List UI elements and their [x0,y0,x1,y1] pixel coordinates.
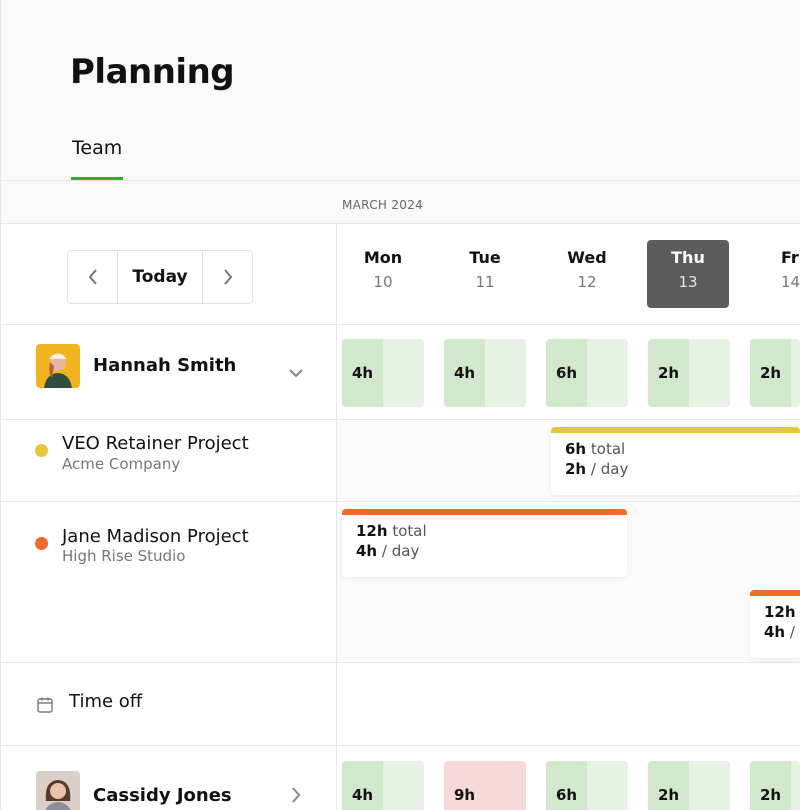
avatar-cassidy-jones [36,771,80,810]
day-header-fri[interactable]: Fri 14 [750,240,800,308]
chevron-down-icon[interactable] [288,364,304,383]
today-button[interactable]: Today [132,267,188,287]
allocation-total: 12h [764,603,796,621]
project-name[interactable]: Jane Madison Project [62,526,249,547]
day-name: Thu [671,248,705,267]
day-date: 10 [373,273,393,291]
day-header-wed[interactable]: Wed 12 [546,240,628,308]
hours-value: 6h [546,761,587,810]
project-allocation-bar[interactable]: 12h to 4h / [750,590,800,658]
hours-cell[interactable]: 4h [444,339,526,407]
row-divider [0,501,800,502]
month-row: MARCH 2024 [0,181,800,224]
row-divider [0,745,800,746]
chevron-right-icon[interactable] [290,786,302,808]
allocation-per-day: 4h [764,623,786,641]
allocation-per-day: 4h [356,542,378,560]
hours-value: 2h [750,761,791,810]
hours-cell[interactable]: 2h [648,761,730,810]
hours-cell[interactable]: 4h [342,761,424,810]
hours-value: 2h [648,761,689,810]
day-name: Tue [469,248,501,267]
project-color-dot [35,537,48,550]
calendar-icon [37,697,53,713]
allocation-total-suffix: total [392,522,427,540]
chevron-right-icon [223,269,232,285]
row-divider [0,324,800,325]
hours-value: 2h [648,339,689,407]
hours-cell[interactable]: 2h [750,339,800,407]
hours-cell[interactable]: 6h [546,761,628,810]
day-date: 14 [781,273,800,291]
day-date: 11 [475,273,495,291]
day-header-thu-today[interactable]: Thu 13 [647,240,729,308]
project-client: High Rise Studio [62,547,186,565]
person-name[interactable]: Cassidy Jones [93,785,232,806]
time-off-label[interactable]: Time off [69,691,143,712]
prev-week-button[interactable] [68,251,118,303]
project-allocation-bar[interactable]: 12h total 4h / day [342,509,627,577]
hours-cell-overbooked[interactable]: 9h [444,761,526,810]
avatar-hannah-smith [36,344,80,388]
hours-value: 4h [342,761,383,810]
day-name: Mon [363,248,403,267]
column-divider [336,224,337,810]
person-name[interactable]: Hannah Smith [93,355,237,376]
day-header-tue[interactable]: Tue 11 [444,240,526,308]
left-border [0,181,1,810]
row-divider [0,662,800,663]
hours-value: 4h [342,339,383,407]
project-name[interactable]: VEO Retainer Project [62,433,249,454]
day-name: Wed [567,248,607,267]
day-header-mon[interactable]: Mon 10 [342,240,424,308]
day-name: Fri [781,248,800,267]
next-week-button[interactable] [202,251,252,303]
hours-cell[interactable]: 4h [342,339,424,407]
page-title: Planning [70,52,235,92]
tab-team[interactable]: Team [72,137,123,159]
project-client: Acme Company [62,455,181,473]
bar-color-strip [342,509,627,515]
day-date: 13 [678,273,698,291]
hours-cell[interactable]: 2h [750,761,800,810]
page-header: Planning Team [0,0,800,181]
row-divider [0,419,800,420]
allocation-total: 6h [565,440,587,458]
month-label: MARCH 2024 [342,198,424,212]
bar-color-strip [551,427,800,433]
hours-value: 6h [546,339,587,407]
bar-color-strip [750,590,800,596]
hours-cell[interactable]: 2h [648,339,730,407]
project-allocation-bar[interactable]: 6h total 2h / day [551,427,800,495]
project-color-dot [35,444,48,457]
allocation-per-day-suffix: / [789,623,795,641]
allocation-per-day-suffix: / day [381,542,420,560]
chevron-left-icon [88,269,97,285]
allocation-per-day-suffix: / day [590,460,629,478]
allocation-per-day: 2h [565,460,587,478]
hours-value: 4h [444,339,485,407]
hours-value: 2h [750,339,791,407]
allocation-total-suffix: total [590,440,626,458]
hours-cell[interactable]: 6h [546,339,628,407]
hours-value: 9h [444,761,485,810]
active-tab-indicator [71,177,123,180]
allocation-total: 12h [356,522,388,540]
day-date: 12 [577,273,597,291]
date-navigation: Today [67,250,253,304]
